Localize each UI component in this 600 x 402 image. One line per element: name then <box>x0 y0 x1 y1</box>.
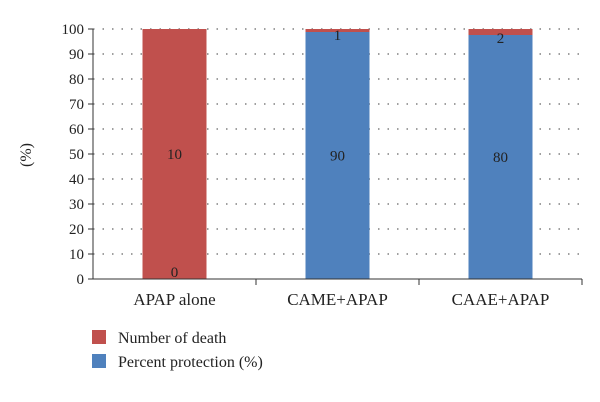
y-tick-label: 80 <box>69 72 84 88</box>
y-tick-label: 50 <box>69 147 84 163</box>
data-label-protection: 90 <box>330 149 345 165</box>
data-label-protection: 80 <box>493 150 508 166</box>
y-tick-label: 70 <box>69 97 84 113</box>
data-label-death: 2 <box>497 31 505 47</box>
data-label-protection: 0 <box>171 265 179 281</box>
data-label-death: 1 <box>334 28 342 44</box>
y-axis-title: (%) <box>18 143 35 167</box>
bar-segment-death <box>142 29 207 279</box>
legend-swatch <box>92 354 106 368</box>
legend-swatch <box>92 330 106 344</box>
y-tick-label: 30 <box>69 197 84 213</box>
legend: Number of death Percent protection (%) <box>92 330 263 371</box>
bar-segment-protection <box>305 32 370 279</box>
category-label: CAAE+APAP <box>452 290 550 309</box>
legend-label: Number of death <box>118 330 226 347</box>
y-tick-label: 20 <box>69 222 84 238</box>
data-label-death: 10 <box>167 147 182 163</box>
category-label: CAME+APAP <box>287 290 388 309</box>
y-tick-label: 0 <box>77 272 85 288</box>
bar-segment-death <box>305 29 370 32</box>
y-tick-label: 40 <box>69 172 84 188</box>
y-tick-label: 90 <box>69 47 84 63</box>
labels: 0 10 20 30 40 50 60 70 80 90 100 APAP alone 0 10 CAME+… <box>62 22 550 309</box>
axes <box>88 28 583 285</box>
bars <box>142 29 533 279</box>
y-tick-label: 60 <box>69 122 84 138</box>
category-label: APAP alone <box>133 290 215 309</box>
y-tick-label: 100 <box>62 22 85 38</box>
y-tick-label: 10 <box>69 247 84 263</box>
bar-segment-death <box>468 29 533 35</box>
bar-segment-protection <box>468 35 533 279</box>
legend-label: Percent protection (%) <box>118 354 263 371</box>
